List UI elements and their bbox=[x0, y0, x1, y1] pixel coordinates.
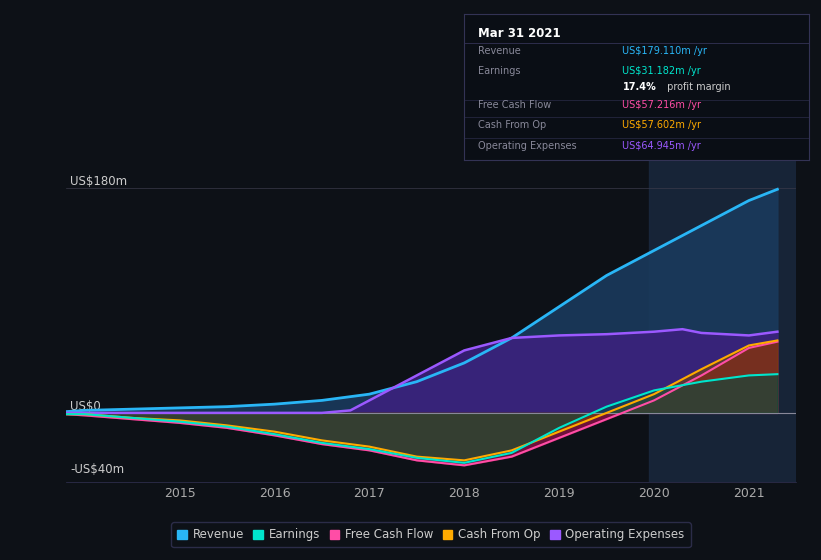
Bar bbox=[649, 157, 796, 482]
Text: US$64.945m /yr: US$64.945m /yr bbox=[622, 141, 701, 151]
Legend: Revenue, Earnings, Free Cash Flow, Cash From Op, Operating Expenses: Revenue, Earnings, Free Cash Flow, Cash … bbox=[172, 522, 690, 547]
Text: US$31.182m /yr: US$31.182m /yr bbox=[622, 67, 701, 76]
Text: Revenue: Revenue bbox=[478, 46, 521, 56]
Text: US$180m: US$180m bbox=[71, 175, 127, 188]
Text: 17.4%: 17.4% bbox=[622, 82, 656, 92]
Text: -US$40m: -US$40m bbox=[71, 463, 125, 476]
Text: US$57.216m /yr: US$57.216m /yr bbox=[622, 100, 701, 110]
Text: profit margin: profit margin bbox=[664, 82, 731, 92]
Text: Free Cash Flow: Free Cash Flow bbox=[478, 100, 551, 110]
Text: Earnings: Earnings bbox=[478, 67, 521, 76]
Text: Mar 31 2021: Mar 31 2021 bbox=[478, 27, 560, 40]
Text: Cash From Op: Cash From Op bbox=[478, 120, 546, 130]
Text: US$57.602m /yr: US$57.602m /yr bbox=[622, 120, 701, 130]
Text: US$0: US$0 bbox=[71, 400, 101, 413]
Text: Operating Expenses: Operating Expenses bbox=[478, 141, 576, 151]
Text: US$179.110m /yr: US$179.110m /yr bbox=[622, 46, 708, 56]
